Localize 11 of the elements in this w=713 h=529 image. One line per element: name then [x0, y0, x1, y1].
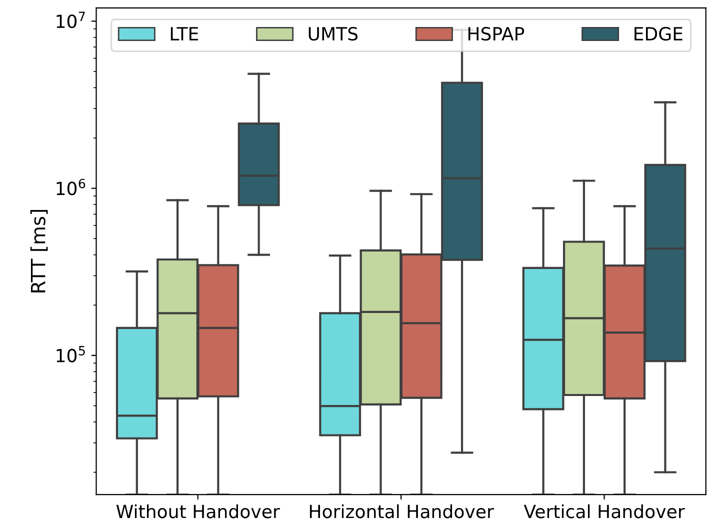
legend-label: UMTS	[308, 26, 358, 41]
x-tick-label: Vertical Handover	[524, 504, 685, 518]
y-tick-label: 10$^{7}$	[56, 12, 85, 28]
y-axis-title: RTT [ms]	[30, 210, 48, 292]
x-tick-label: Horizontal Handover	[310, 504, 494, 518]
y-tick-label: 10$^{6}$	[56, 178, 86, 196]
legend-label: HSPAP	[468, 26, 524, 41]
legend-label: LTE	[170, 27, 198, 40]
y-tick-label: 10$^{5}$	[56, 346, 85, 362]
x-tick-label: Without Handover	[116, 504, 280, 518]
legend-label: EDGE	[634, 26, 682, 41]
